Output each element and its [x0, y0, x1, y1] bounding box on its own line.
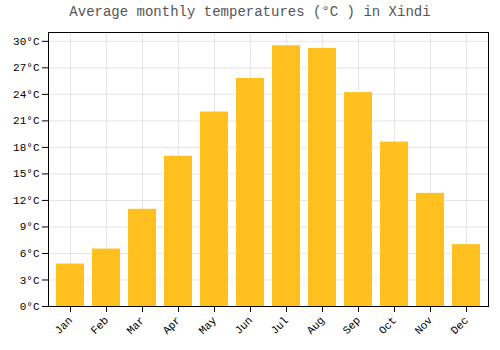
svg-text:Jul: Jul: [269, 314, 291, 336]
svg-text:6°C: 6°C: [20, 248, 40, 260]
svg-text:Nov: Nov: [413, 314, 436, 337]
svg-text:May: May: [197, 314, 220, 337]
svg-text:0°C: 0°C: [20, 301, 40, 313]
svg-text:30°C: 30°C: [13, 36, 40, 48]
html-text:Average monthly temperatures (: Average monthly temperatures (°C ) in Xi…: [69, 4, 431, 20]
svg-text:Jan: Jan: [53, 314, 75, 336]
svg-text:Jun: Jun: [233, 314, 255, 336]
svg-text:Oct: Oct: [377, 314, 399, 336]
svg-text:27°C: 27°C: [13, 62, 40, 74]
svg-text:21°C: 21°C: [13, 115, 40, 127]
svg-text:3°C: 3°C: [20, 275, 40, 287]
svg-text:Sep: Sep: [341, 314, 363, 336]
svg-text:24°C: 24°C: [13, 89, 40, 101]
svg-text:9°C: 9°C: [20, 221, 40, 233]
svg-text:15°C: 15°C: [13, 168, 40, 180]
svg-text:Dec: Dec: [449, 314, 471, 336]
svg-text:18°C: 18°C: [13, 142, 40, 154]
svg-text:Apr: Apr: [161, 314, 183, 336]
svg-text:12°C: 12°C: [13, 195, 40, 207]
svg-text:Feb: Feb: [89, 314, 111, 336]
svg-text:Mar: Mar: [125, 314, 147, 336]
svg-text:Aug: Aug: [305, 314, 327, 336]
